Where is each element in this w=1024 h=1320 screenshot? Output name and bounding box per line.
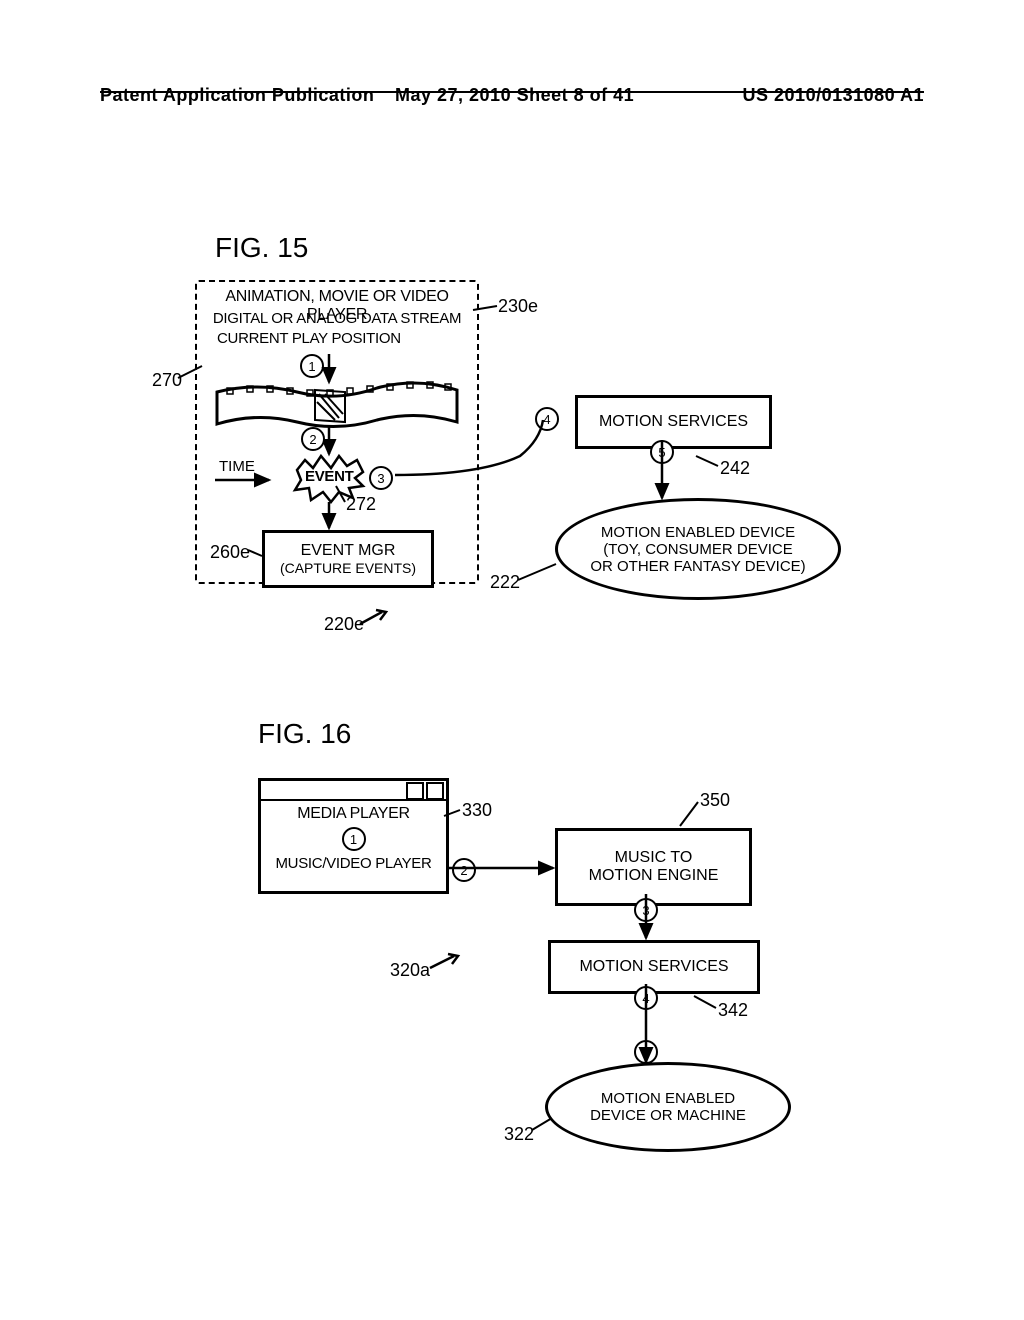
fig16-motion-services-box: MOTION SERVICES <box>548 940 760 994</box>
header-right: US 2010/0131080 A1 <box>743 85 924 106</box>
fig16-media-player-label: MEDIA PLAYER <box>261 805 446 823</box>
fig16-ref-350: 350 <box>700 790 730 811</box>
fig16-m2m-l1: MUSIC TO <box>615 849 693 867</box>
fig15-motion-services-box: MOTION SERVICES <box>575 395 772 449</box>
fig15-device-l2: (TOY, CONSUMER DEVICE <box>590 541 805 558</box>
fig15-step-2: 2 <box>301 427 325 451</box>
fig15-ref-272: 272 <box>346 494 376 515</box>
page: Patent Application Publication May 27, 2… <box>0 0 1024 1320</box>
fig16-device-l1: MOTION ENABLED <box>590 1090 746 1107</box>
fig16-ref-320a: 320a <box>390 960 430 981</box>
fig15-time-label: TIME <box>219 458 255 475</box>
fig15-ref-242: 242 <box>720 458 750 479</box>
header-mid: May 27, 2010 Sheet 8 of 41 <box>395 85 634 106</box>
fig16-step-1: 1 <box>342 827 366 851</box>
fig15-title: FIG. 15 <box>215 232 308 264</box>
fig16-connectors-svg <box>0 760 1024 1260</box>
fig16-music-video-label: MUSIC/VIDEO PLAYER <box>261 855 446 872</box>
page-header: Patent Application Publication May 27, 2… <box>100 85 924 93</box>
fig15-motion-device-ellipse: MOTION ENABLED DEVICE (TOY, CONSUMER DEV… <box>555 498 841 600</box>
fig16-title: FIG. 16 <box>258 718 351 750</box>
fig15-player-sub2: CURRENT PLAY POSITION <box>217 330 401 347</box>
fig15-step-3: 3 <box>369 466 393 490</box>
fig16-device-l2: DEVICE OR MACHINE <box>590 1107 746 1124</box>
fig15-ref-270: 270 <box>152 370 182 391</box>
fig16-m2m-box: MUSIC TO MOTION ENGINE <box>555 828 752 906</box>
fig16-ref-330: 330 <box>462 800 492 821</box>
fig16-step-2: 2 <box>452 858 476 882</box>
fig15-device-l1: MOTION ENABLED DEVICE <box>590 524 805 541</box>
fig15-ref-230e: 230e <box>498 296 538 317</box>
fig16-m2m-l2: MOTION ENGINE <box>589 867 719 885</box>
fig15-motion-services-text: MOTION SERVICES <box>599 413 748 431</box>
header-left: Patent Application Publication <box>100 85 374 106</box>
fig16-media-player-box: MEDIA PLAYER 1 MUSIC/VIDEO PLAYER <box>258 778 449 894</box>
fig16-step-4: 4 <box>634 986 658 1010</box>
fig15-device-l3: OR OTHER FANTASY DEVICE) <box>590 558 805 575</box>
fig15-player-box: ANIMATION, MOVIE OR VIDEO PLAYER DIGITAL… <box>195 280 479 584</box>
fig16-motion-services-text: MOTION SERVICES <box>579 958 728 976</box>
fig16-step-5: 5 <box>634 1040 658 1064</box>
fig15-event-mgr-l1: EVENT MGR <box>301 542 396 560</box>
fig15-step-5: 5 <box>650 440 674 464</box>
fig15-event-label: EVENT <box>305 468 354 485</box>
fig16-step-3: 3 <box>634 898 658 922</box>
fig15-ref-222: 222 <box>490 572 520 593</box>
fig15-ref-220e: 220e <box>324 614 364 635</box>
fig16-ref-322: 322 <box>504 1124 534 1145</box>
fig15-event-mgr-l2: (CAPTURE EVENTS) <box>280 560 416 576</box>
fig15-ref-260e: 260e <box>210 542 250 563</box>
fig15-step-4: 4 <box>535 407 559 431</box>
fig15-step-1: 1 <box>300 354 324 378</box>
fig16-device-ellipse: MOTION ENABLED DEVICE OR MACHINE <box>545 1062 791 1152</box>
fig16-ref-342: 342 <box>718 1000 748 1021</box>
fig15-player-sub1: DIGITAL OR ANALOG DATA STREAM <box>197 310 477 327</box>
fig15-event-mgr-box: EVENT MGR (CAPTURE EVENTS) <box>262 530 434 588</box>
